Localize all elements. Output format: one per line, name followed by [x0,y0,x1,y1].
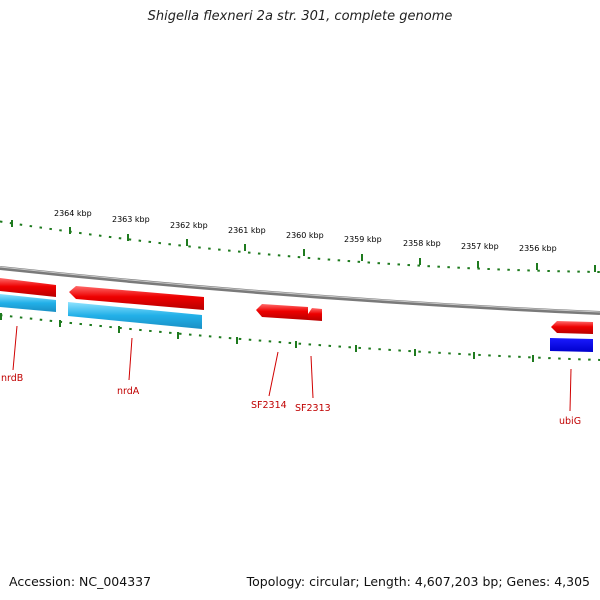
gene-label-ubiG: ubiG [559,416,581,427]
cds-nrdB[interactable] [0,294,56,312]
gene-label-SF2314: SF2314 [251,400,287,411]
gene-nrdA[interactable] [69,286,204,310]
map-title: Shigella flexneri 2a str. 301, complete … [147,9,453,24]
kbp-label: 2360 kbp [286,231,324,240]
cds-ubiG[interactable] [550,338,593,352]
gene-ubiG[interactable] [551,321,593,334]
scale-labels: 2364 kbp 2363 kbp 2362 kbp 2361 kbp 2360… [54,209,557,253]
gene-SF2314[interactable] [256,304,308,320]
genome-info-text: Topology: circular; Length: 4,607,203 bp… [246,574,590,589]
cds-nrdA[interactable] [68,302,202,329]
kbp-label: 2362 kbp [170,221,208,230]
kbp-label: 2359 kbp [344,235,382,244]
upper-major-ticks [11,220,596,272]
kbp-label: 2357 kbp [461,242,499,251]
label-leaders [12,325,572,412]
kbp-label: 2358 kbp [403,239,441,248]
gene-nrdB[interactable] [0,278,56,297]
gene-label-nrdA: nrdA [117,386,140,397]
upper-tick-track [0,220,600,273]
gene-label-nrdB: nrdB [1,373,23,384]
lower-major-ticks [0,313,534,362]
genome-backbone [0,266,600,315]
kbp-label: 2361 kbp [228,226,266,235]
accession-text: Accession: NC_004337 [9,574,152,589]
gene-label-SF2313: SF2313 [295,403,331,414]
gene-SF2313[interactable] [308,308,322,321]
lower-tick-track [0,314,600,361]
kbp-label: 2364 kbp [54,209,92,218]
kbp-label: 2363 kbp [112,215,150,224]
kbp-label: 2356 kbp [519,244,557,253]
